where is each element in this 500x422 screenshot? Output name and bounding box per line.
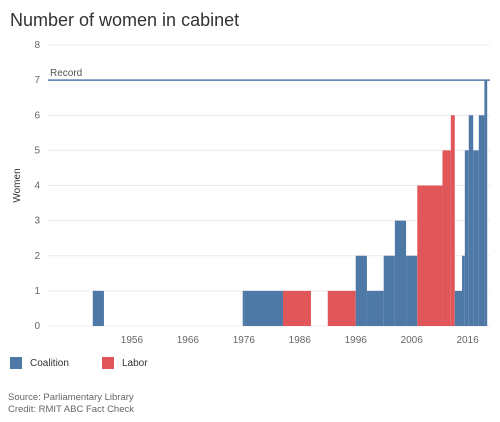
bar-segment-coalition: [468, 115, 474, 326]
axes: 0 1 2 3 4 5 6 7 8 1956 1966 1976 1986 1996 2006 2016 Wom…: [12, 40, 479, 346]
y-tick-label: 0: [34, 321, 40, 332]
y-tick-label: 1: [34, 286, 40, 297]
x-tick-label: 1956: [121, 335, 144, 346]
bar-segment-labor: [282, 290, 311, 326]
legend-item-labor: Labor: [102, 357, 148, 369]
bars: [92, 80, 488, 326]
legend-swatch-coalition: [10, 357, 22, 369]
bar-segment-coalition: [406, 255, 418, 326]
y-tick-label: 7: [34, 75, 40, 86]
legend-label-coalition: Coalition: [30, 357, 69, 369]
y-tick-label: 5: [34, 145, 40, 156]
bar-segment-labor: [450, 115, 455, 326]
bar-segment-coalition: [383, 255, 395, 326]
legend-item-coalition: Coalition: [10, 357, 69, 369]
source-text: Source: Parliamentary Library: [8, 392, 134, 403]
y-tick-label: 2: [34, 251, 40, 262]
bar-segment-coalition: [484, 80, 488, 326]
x-tick-label: 1986: [289, 335, 312, 346]
bar-segment-coalition: [394, 220, 407, 326]
bar-segment-coalition: [242, 290, 245, 326]
bar-segment-coalition: [462, 255, 465, 326]
bar-segment-coalition: [355, 255, 367, 326]
y-tick-label: 8: [34, 40, 40, 51]
y-tick-label: 4: [34, 181, 40, 192]
bar-segment-labor: [442, 150, 451, 326]
x-tick-label: 2016: [456, 335, 479, 346]
x-tick-label: 1966: [177, 335, 200, 346]
bar-segment-coalition: [464, 150, 469, 326]
record-reference: Record: [48, 68, 490, 81]
bar-segment-coalition: [244, 290, 283, 326]
bar-segment-coalition: [473, 150, 479, 326]
x-tick-label: 1996: [345, 335, 368, 346]
credit-text: Credit: RMIT ABC Fact Check: [8, 404, 134, 415]
bar-segment-labor: [327, 290, 356, 326]
bar-segment-coalition: [478, 115, 485, 326]
bar-segment-coalition: [92, 290, 104, 326]
x-tick-label: 1976: [233, 335, 256, 346]
chart-title: Number of women in cabinet: [10, 10, 240, 30]
y-axis-label: Women: [12, 168, 23, 202]
record-label: Record: [50, 68, 82, 79]
bar-segment-coalition: [454, 290, 463, 326]
bar-segment-labor: [417, 185, 443, 326]
bar-segment-coalition: [366, 290, 384, 326]
gridlines: [48, 44, 490, 327]
legend-swatch-labor: [102, 357, 114, 369]
y-tick-label: 3: [34, 216, 40, 227]
legend-label-labor: Labor: [122, 357, 148, 369]
x-tick-label: 2006: [401, 335, 424, 346]
y-tick-label: 6: [34, 110, 40, 121]
